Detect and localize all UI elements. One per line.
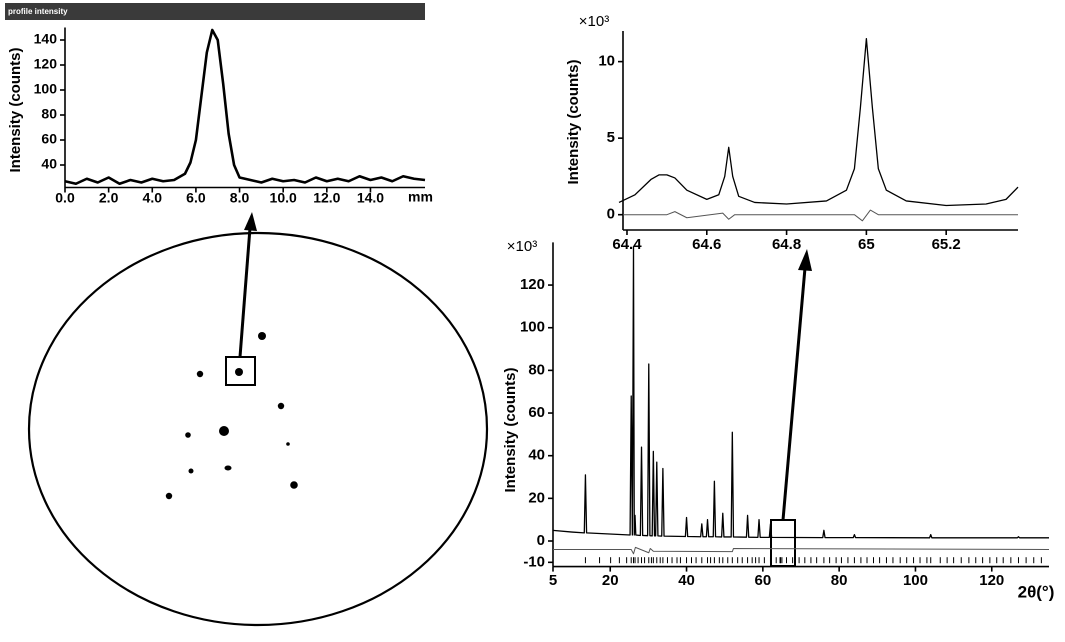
y-tick-label: 80: [41, 106, 57, 122]
x-tick-label: 60: [755, 572, 772, 589]
y-tick-label: 100: [34, 81, 58, 97]
pole-figure: [27, 212, 489, 627]
y-axis-label: Intensity (counts): [7, 47, 24, 172]
data-line: [552, 246, 1049, 539]
x-tick-label: 14.0: [357, 190, 384, 206]
x-axis-unit: mm: [408, 189, 433, 205]
x-tick-label: 80: [831, 572, 848, 589]
x-tick-label: 6.0: [186, 190, 206, 206]
x-tick-label: 64.6: [692, 236, 721, 253]
spot: [219, 426, 229, 436]
y-tick-label: 20: [528, 489, 545, 506]
y-axis-label: Intensity (counts): [565, 59, 582, 184]
spot: [290, 481, 298, 489]
spot: [165, 492, 173, 500]
x-tick-label: 100: [903, 572, 928, 589]
x-tick-label: 40: [678, 572, 695, 589]
arrow: [781, 267, 807, 521]
y-tick-label: 10: [598, 53, 615, 70]
x-tick-label: 12.0: [313, 190, 340, 206]
x-tick-label: 65: [858, 236, 875, 253]
spot: [224, 465, 232, 471]
arrow-head: [244, 212, 257, 231]
x-tick-label: 120: [979, 572, 1004, 589]
y-tick-label: 80: [528, 361, 545, 378]
y-axis-label: Intensity (counts): [502, 367, 519, 492]
x-tick-label: 5: [549, 572, 557, 589]
x-tick-label: 0.0: [55, 190, 75, 206]
spot: [286, 442, 290, 446]
spot: [196, 370, 204, 378]
title-bar: [5, 3, 425, 20]
y-tick-label: 40: [528, 447, 545, 464]
x-tick-label: 2.0: [99, 190, 119, 206]
spot: [235, 368, 243, 376]
spot: [277, 402, 285, 410]
y-tick-label: -10: [523, 553, 545, 570]
pole-circle: [27, 231, 489, 627]
data-line: [623, 209, 1018, 222]
arrow-head: [798, 249, 812, 271]
x-tick-label: 20: [602, 572, 619, 589]
x-tick-label: 8.0: [230, 190, 250, 206]
x-tick-label: 10.0: [270, 190, 297, 206]
x-tick-label: 65.2: [932, 236, 961, 253]
data-line: [553, 546, 1050, 555]
arrow: [238, 227, 252, 358]
spots: [165, 332, 298, 500]
y-tick-label: 5: [607, 129, 615, 146]
x-axis-label: 2θ(°): [1018, 582, 1055, 601]
y-multiplier: ×10³: [579, 13, 609, 30]
y-tick-label: 40: [41, 156, 57, 172]
y-multiplier: ×10³: [507, 238, 537, 255]
y-tick-label: 0: [607, 206, 615, 223]
y-tick-label: 60: [41, 131, 57, 147]
spot: [188, 468, 194, 474]
data-line: [64, 28, 426, 186]
x-tick-label: 4.0: [143, 190, 163, 206]
x-tick-label: 64.8: [772, 236, 801, 253]
y-tick-label: 120: [520, 276, 545, 293]
spot: [258, 332, 266, 340]
y-tick-label: 0: [537, 532, 545, 549]
data-line: [618, 38, 1019, 207]
spot: [185, 432, 191, 438]
y-tick-label: 140: [34, 31, 58, 47]
x-tick-label: 64.4: [612, 236, 642, 253]
y-tick-label: 100: [520, 319, 545, 336]
y-tick-label: 60: [528, 404, 545, 421]
y-tick-label: 120: [34, 56, 58, 72]
chart-title: profile intensity: [8, 7, 68, 16]
